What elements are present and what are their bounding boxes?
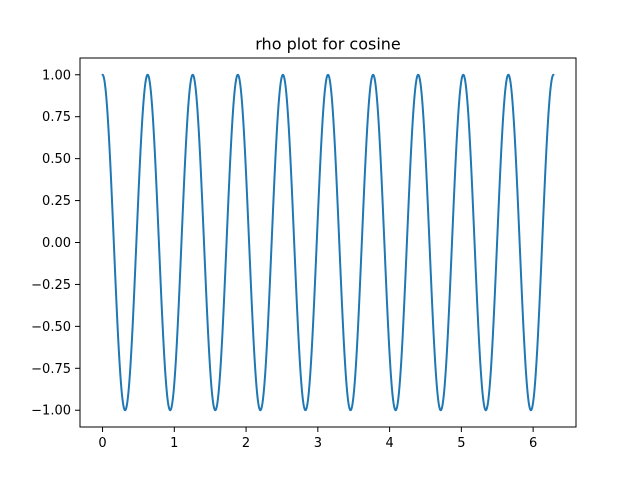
- axes-frame: [79, 57, 577, 428]
- x-tick-label: 3: [314, 436, 322, 451]
- x-tick-label: 1: [170, 436, 178, 451]
- plot-area: 0 1 2 3 4 5 6 −1.00 −0.75 −0.50 −0.25 0.00 0.25 0.50 0…: [31, 57, 577, 451]
- y-tick-label: −1.00: [31, 404, 71, 419]
- x-tick-label: 0: [98, 436, 106, 451]
- x-tick-label: 5: [457, 436, 465, 451]
- y-tick-label: −0.50: [31, 320, 71, 335]
- y-tick-label: −0.75: [31, 362, 71, 377]
- x-tick-label: 6: [529, 436, 537, 451]
- x-tick-label: 2: [242, 436, 250, 451]
- y-tick-label: 0.00: [42, 236, 71, 251]
- y-tick-label: 1.00: [42, 68, 71, 83]
- y-tick-label: 0.75: [42, 110, 71, 125]
- y-tick-label: 0.25: [42, 194, 71, 209]
- x-tick-label: 4: [385, 436, 393, 451]
- y-tick-label: −0.25: [31, 278, 71, 293]
- chart-title: rho plot for cosine: [255, 35, 401, 54]
- y-tick-label: 0.50: [42, 152, 71, 167]
- series-line: [101, 73, 555, 412]
